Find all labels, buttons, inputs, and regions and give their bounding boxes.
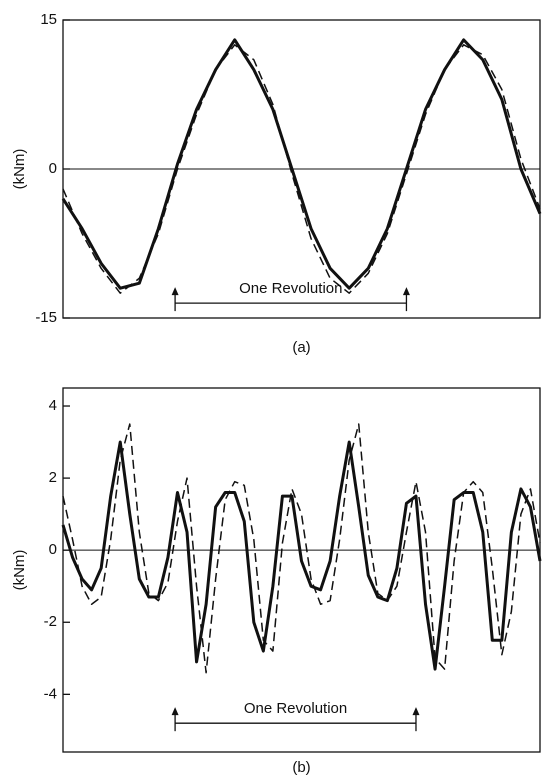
y-tick-label: 2 [49,469,57,486]
arrow-head [412,707,420,716]
y-axis-label: (kNm) [11,550,28,591]
y-axis-label: (kNm) [11,149,28,190]
plot-frame [62,387,541,753]
y-tick-label: -2 [44,613,57,630]
arrow-head [171,287,179,296]
y-tick-label: 4 [49,397,57,414]
y-tick-label: -4 [44,685,57,702]
dashed-line [62,44,541,294]
annotation-text: One Revolution [244,700,347,717]
y-tick-label: 0 [49,160,57,177]
arrow-head [171,707,179,716]
y-tick-label: -15 [35,309,57,326]
solid-line [61,440,542,671]
solid-line [61,38,542,290]
caption: (b) [292,759,310,776]
y-tick-label: 15 [40,11,57,28]
annotation-text: One Revolution [239,280,342,297]
y-tick-label: 0 [49,541,57,558]
arrow-head [402,287,410,296]
caption: (a) [292,339,310,356]
